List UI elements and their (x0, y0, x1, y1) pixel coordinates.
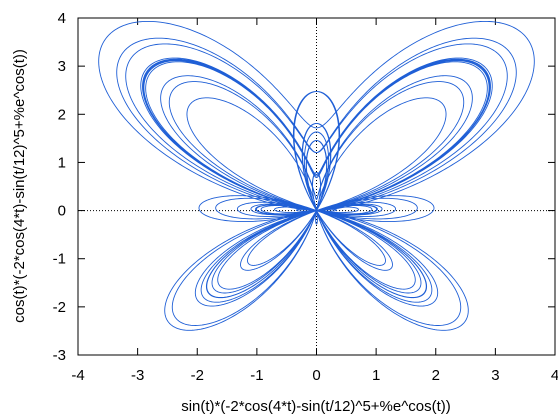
x-tick-label: -3 (131, 367, 144, 384)
x-tick-label: 2 (432, 367, 440, 384)
x-tick-label: 0 (312, 367, 320, 384)
y-tick-label: -1 (53, 251, 66, 268)
x-tick-label: 4 (551, 367, 558, 384)
y-tick-label: 4 (58, 10, 66, 27)
x-tick-labels: -4 -3 -2 -1 0 1 2 3 4 (71, 367, 558, 384)
x-tick-label: -4 (71, 367, 84, 384)
x-tick-label: 3 (491, 367, 499, 384)
y-tick-label: -2 (53, 299, 66, 316)
y-tick-label: -3 (53, 347, 66, 364)
axis-ticks (77, 17, 556, 356)
y-tick-label: 2 (58, 106, 66, 123)
series-line-0 (98, 20, 535, 331)
zero-axes (78, 18, 555, 355)
x-tick-label: 1 (372, 367, 380, 384)
y-tick-labels: -3 -2 -1 0 1 2 3 4 (53, 10, 66, 364)
y-tick-label: 3 (58, 58, 66, 75)
y-tick-label: 0 (58, 203, 66, 220)
curve-layer (98, 20, 535, 331)
y-axis-title: cos(t)*(-2*cos(4*t)-sin(t/12)^5+%e^cos(t… (11, 49, 28, 323)
x-tick-label: -1 (250, 367, 263, 384)
x-axis-title: sin(t)*(-2*cos(4*t)-sin(t/12)^5+%e^cos(t… (181, 398, 451, 415)
x-tick-label: -2 (191, 367, 204, 384)
y-tick-label: 1 (58, 154, 66, 171)
